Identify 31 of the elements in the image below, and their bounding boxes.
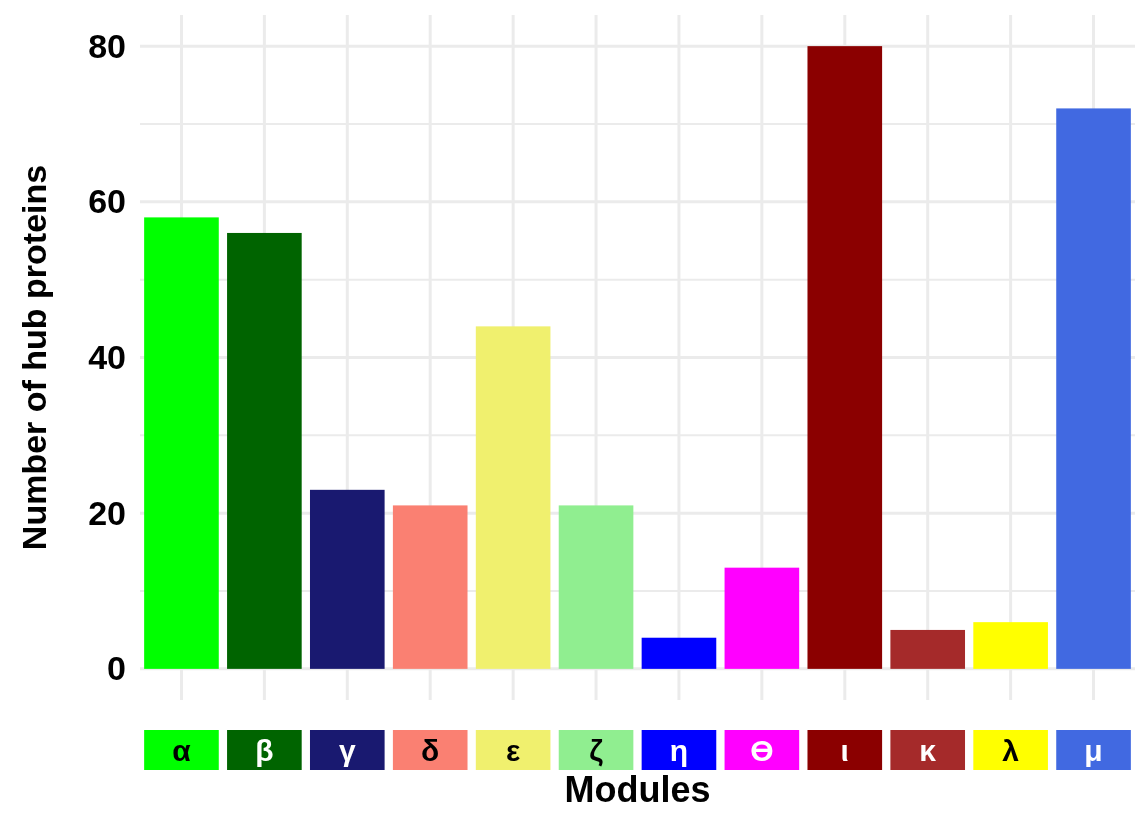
bar xyxy=(558,505,634,669)
x-tick-label: η xyxy=(669,733,689,767)
x-tick-label: κ xyxy=(919,733,937,767)
y-axis-title: Number of hub proteins xyxy=(15,164,53,551)
bar xyxy=(309,489,385,669)
x-tick-label: δ xyxy=(421,733,440,767)
bar xyxy=(227,232,302,669)
x-tick-label: α xyxy=(172,733,192,767)
y-tick-label: 0 xyxy=(107,649,126,688)
bar xyxy=(144,217,219,669)
y-tick-label: 40 xyxy=(88,337,126,376)
bar xyxy=(807,46,883,669)
bar xyxy=(1056,108,1131,669)
x-tick-label: ζ xyxy=(589,733,604,767)
bar xyxy=(973,622,1048,669)
x-tick-label: γ xyxy=(338,733,356,767)
x-tick-label: λ xyxy=(1002,733,1020,767)
x-tick-label: ι xyxy=(840,733,849,767)
bar xyxy=(392,505,468,669)
x-tick-label: ε xyxy=(506,733,521,767)
x-tick-label: β xyxy=(255,733,274,767)
bar xyxy=(475,326,551,669)
bar xyxy=(724,567,800,669)
y-tick-label: 20 xyxy=(88,493,126,532)
y-tick-label: 80 xyxy=(88,26,126,65)
bar xyxy=(641,637,717,669)
x-axis-title: Modules xyxy=(564,769,711,810)
y-tick-label: 60 xyxy=(88,182,126,221)
bar xyxy=(890,629,966,669)
x-tick-label: μ xyxy=(1084,733,1103,767)
x-tick-label: ϴ xyxy=(750,733,774,767)
